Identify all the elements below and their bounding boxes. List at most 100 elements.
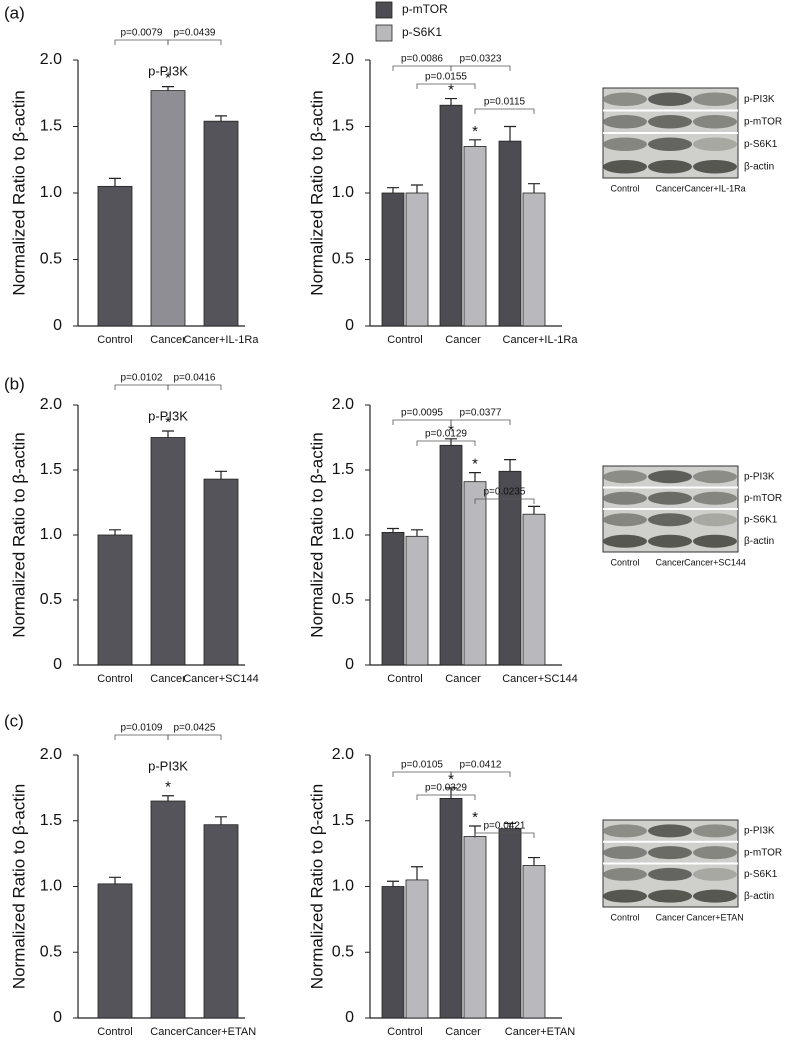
blot-band [693, 513, 737, 527]
x-tick-label: Control [387, 334, 422, 346]
y-axis-label: Normalized Ratio to β-actin [307, 432, 326, 637]
bar [498, 828, 522, 1019]
blot-row-label: β-actin [744, 891, 774, 902]
blot-band [648, 92, 692, 106]
bar [97, 534, 133, 666]
legend-swatch [375, 1, 393, 19]
p-value: p=0.0079 [121, 28, 163, 39]
significance-star: * [448, 771, 454, 788]
bar [203, 120, 239, 327]
blot-row-label: p-PI3K [744, 471, 775, 482]
bracket [474, 832, 535, 838]
blot-lane-label: Cancer [655, 557, 684, 567]
blot-band [693, 824, 737, 838]
blot-band [603, 92, 647, 106]
p-value: p=0.0105 [401, 760, 443, 771]
blot-band [693, 470, 737, 484]
y-tick-label: 0.5 [40, 943, 62, 960]
bar [381, 886, 405, 1019]
bracket [450, 771, 511, 777]
significance-star: * [472, 123, 478, 140]
bracket [450, 65, 511, 71]
blot-band [693, 889, 737, 903]
significance-star: * [448, 422, 454, 439]
blot-band [693, 92, 737, 106]
error-bar [528, 856, 540, 866]
y-tick-label: 2.0 [332, 746, 354, 763]
x-tick-label: Control [387, 673, 422, 685]
bracket [392, 771, 452, 777]
blot-band [648, 137, 692, 151]
blot-band [603, 115, 647, 129]
y-tick-label: 1.5 [332, 461, 354, 478]
significance-star: * [448, 82, 454, 99]
y-tick-label: 0.5 [332, 943, 354, 960]
blot-band [693, 846, 737, 860]
blot-band [603, 513, 647, 527]
blot-row-label: p-S6K1 [744, 139, 778, 150]
legend-label: p-S6K1 [402, 25, 442, 39]
y-tick-label: 0.5 [40, 251, 62, 268]
error-bar [445, 97, 457, 106]
y-tick-label: 0 [53, 1009, 62, 1026]
y-tick-label: 1.5 [40, 461, 62, 478]
y-tick-label: 0 [53, 317, 62, 334]
error-bar [469, 139, 481, 147]
error-bar [504, 459, 516, 472]
blot-band [693, 115, 737, 129]
blot-band [648, 491, 692, 505]
error-bar [215, 115, 227, 122]
bracket [474, 498, 535, 504]
bar [381, 532, 405, 666]
blot-band [603, 491, 647, 505]
x-tick-label: Cancer+ETAN [505, 1026, 575, 1038]
x-tick-label: Control [387, 1026, 422, 1038]
blot-band [648, 889, 692, 903]
bar [498, 470, 522, 666]
error-bar [215, 470, 227, 480]
bracket [167, 734, 222, 740]
bar [463, 146, 487, 327]
bar [463, 481, 487, 666]
bar [405, 535, 429, 666]
x-tick-label: Cancer [150, 334, 186, 346]
blot-band [603, 889, 647, 903]
y-tick-label: 0 [345, 317, 354, 334]
blot-band [603, 824, 647, 838]
error-bar [387, 880, 399, 887]
error-bar [162, 86, 174, 91]
bar [150, 437, 186, 666]
chart-title: p-PI3K [148, 63, 188, 78]
blot-band [648, 534, 692, 548]
y-tick-label: 1.0 [332, 878, 354, 895]
panel-label: (a) [4, 3, 25, 22]
blot-band [648, 115, 692, 129]
x-tick-label: Control [97, 673, 132, 685]
y-axis-label: Normalized Ratio to β-actin [9, 90, 28, 295]
error-bar [504, 125, 516, 142]
y-tick-label: 1.0 [332, 184, 354, 201]
error-bar [162, 430, 174, 438]
error-bar [387, 527, 399, 533]
error-bar [528, 505, 540, 515]
blot-band [693, 491, 737, 505]
significance-star: * [472, 456, 478, 473]
p-value: p=0.0155 [425, 72, 467, 83]
blot-row-label: p-S6K1 [744, 514, 778, 525]
bar [522, 192, 546, 327]
bar [439, 797, 463, 1019]
y-axis-label: Normalized Ratio to β-actin [307, 784, 326, 989]
bar [97, 185, 133, 327]
blot-lane-label: Cancer [655, 183, 684, 193]
x-tick-label: Cancer [445, 673, 481, 685]
blot-row-label: p-PI3K [744, 826, 775, 837]
error-bar [411, 529, 423, 537]
blot-band [603, 137, 647, 151]
error-bar [109, 177, 121, 187]
blot-band [603, 846, 647, 860]
y-axis-label: Normalized Ratio to β-actin [307, 90, 326, 295]
blot-band [693, 160, 737, 174]
panel-label: (c) [4, 711, 24, 730]
bar [150, 800, 186, 1019]
